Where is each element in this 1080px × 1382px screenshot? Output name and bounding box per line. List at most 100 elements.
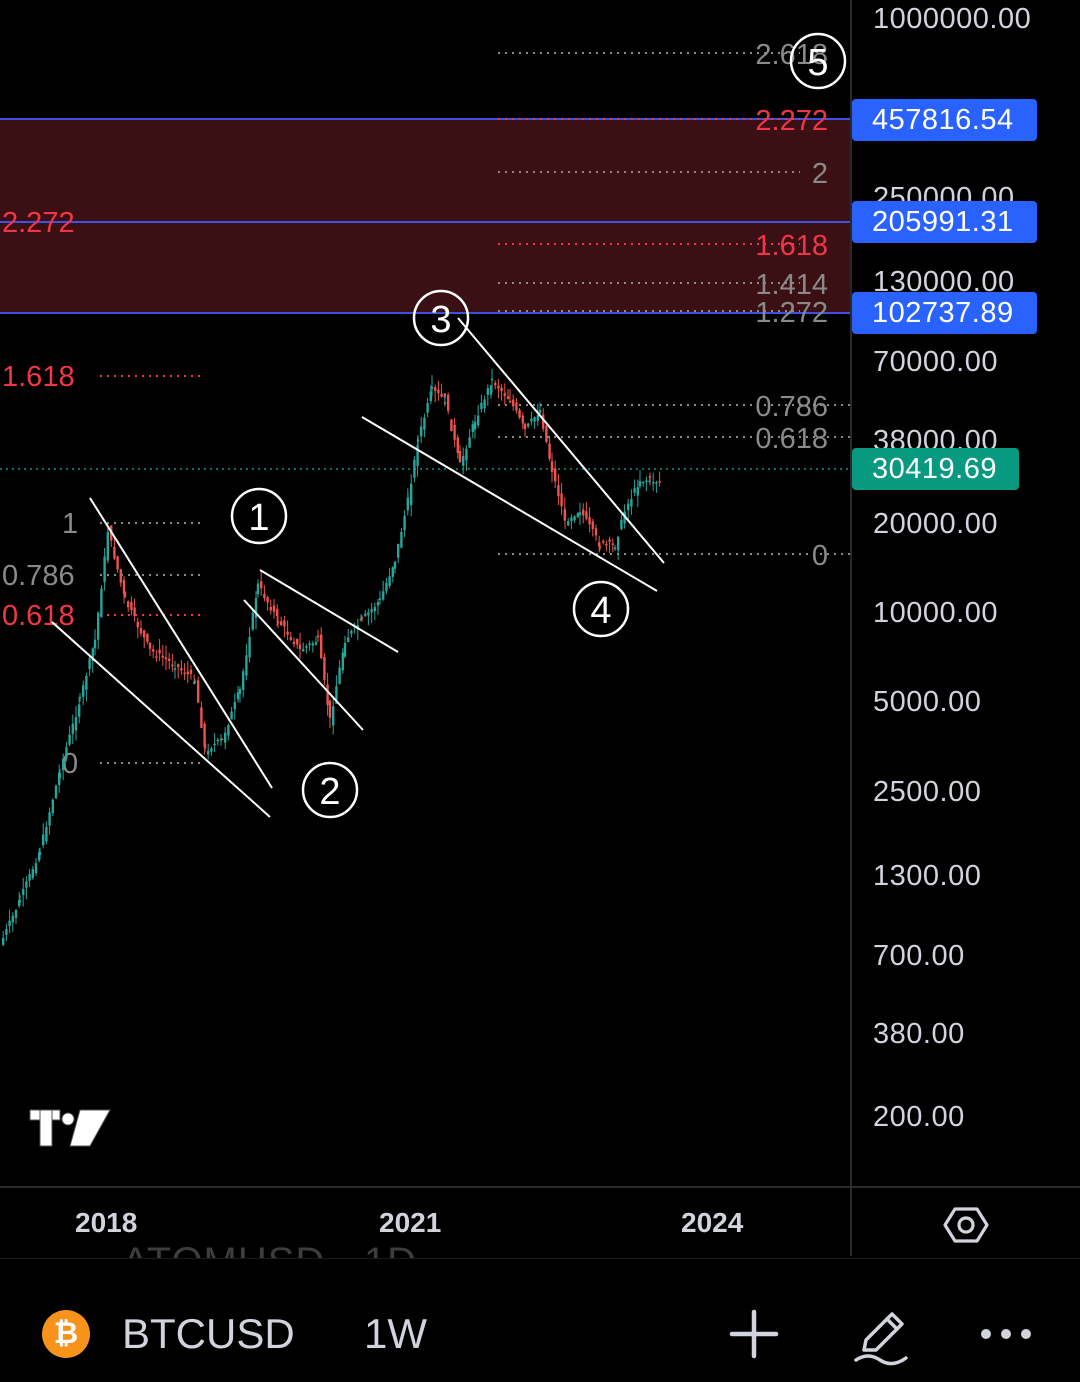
fib-left-0: 0 xyxy=(62,748,78,780)
wave-label-4: 4 xyxy=(590,590,611,632)
candle-body xyxy=(230,711,233,720)
candle-body xyxy=(298,644,302,649)
price-candles xyxy=(2,368,661,947)
candle-body xyxy=(341,652,344,671)
candle-body xyxy=(636,487,639,496)
candle-body xyxy=(563,514,567,518)
candle-body xyxy=(550,461,554,472)
candle-body xyxy=(373,606,376,612)
candle-body xyxy=(447,394,450,411)
candle-body xyxy=(573,516,576,521)
candle-body xyxy=(155,656,158,658)
candle-body xyxy=(308,643,311,645)
candle-body xyxy=(536,415,539,421)
symbol-name[interactable]: BTCUSD xyxy=(122,1310,295,1357)
candle-body xyxy=(602,540,605,543)
candle-body xyxy=(557,485,560,497)
candle-body xyxy=(385,582,388,592)
candle-body xyxy=(591,521,594,530)
candle-body xyxy=(420,426,423,437)
candle-body xyxy=(31,869,34,878)
candle-body xyxy=(538,410,542,413)
candle-body xyxy=(391,567,394,577)
time-label-2018: 2018 xyxy=(75,1207,138,1238)
add-button[interactable] xyxy=(722,1302,786,1366)
pen-icon xyxy=(854,1312,908,1366)
candle-body xyxy=(168,658,171,661)
candle-body xyxy=(305,646,308,648)
more-button[interactable] xyxy=(974,1302,1038,1366)
candle-body xyxy=(276,621,280,623)
candle-body xyxy=(183,672,186,675)
candle-body xyxy=(269,606,272,611)
candle-body xyxy=(490,378,494,381)
candle-body xyxy=(633,488,636,493)
price-label: 700.00 xyxy=(873,940,965,972)
candle-body xyxy=(22,889,25,896)
candle-body xyxy=(58,772,61,786)
candle-body xyxy=(430,386,434,389)
candle-body xyxy=(426,403,429,413)
candle-body xyxy=(437,389,440,394)
candle-body xyxy=(382,591,385,600)
candle-body xyxy=(93,639,97,649)
candle-body xyxy=(238,688,242,694)
candle-body xyxy=(186,671,189,675)
candle-body xyxy=(527,423,530,427)
price-badge-zone-mid: 205991.31 xyxy=(852,201,1037,243)
candle-body xyxy=(360,617,364,619)
candle-body xyxy=(548,443,551,459)
candle-body xyxy=(316,635,320,638)
candle-body xyxy=(197,680,200,703)
candle-body xyxy=(523,423,527,429)
candle-body xyxy=(25,881,28,888)
chart-area[interactable]: 2.618 2.272 2 1.618 1.414 1.272 0.786 0.… xyxy=(0,0,1080,1256)
candle-body xyxy=(119,569,122,583)
candle-body xyxy=(598,542,601,547)
candle-body xyxy=(486,388,489,395)
candle-body xyxy=(113,546,116,559)
candle-body xyxy=(450,419,453,432)
candle-body xyxy=(276,608,279,617)
candle-body xyxy=(497,385,500,389)
candle-body xyxy=(266,597,269,603)
candle-body xyxy=(38,851,42,856)
interval-selector[interactable]: 1W xyxy=(364,1310,427,1357)
candle-body xyxy=(236,692,240,700)
candle-body xyxy=(594,528,598,536)
candle-body xyxy=(48,812,51,826)
candle-body xyxy=(180,668,183,671)
fib-label-1272: 1.272 xyxy=(755,297,828,329)
price-label: 1000000.00 xyxy=(873,3,1032,35)
chart-canvas[interactable]: 2.618 2.272 2 1.618 1.414 1.272 0.786 0.… xyxy=(0,0,1080,1256)
candle-body xyxy=(585,511,588,519)
fib-left-1618: 1.618 xyxy=(2,361,75,393)
candle-body xyxy=(311,643,314,646)
candle-body xyxy=(74,717,78,731)
candle-body xyxy=(465,448,468,461)
candle-body xyxy=(570,517,573,522)
price-label: 200.00 xyxy=(873,1101,965,1133)
candle-body xyxy=(489,385,493,395)
candle-body xyxy=(8,920,11,926)
bitcoin-icon[interactable]: ₿ xyxy=(42,1310,90,1358)
candle-body xyxy=(473,421,477,430)
candle-body xyxy=(45,826,48,842)
draw-button[interactable] xyxy=(850,1302,914,1366)
candle-body xyxy=(343,642,347,657)
tradingview-logo xyxy=(29,1109,111,1147)
candle-body xyxy=(272,605,276,612)
candle-body xyxy=(263,593,266,599)
candle-body xyxy=(103,556,106,583)
fib-left-1: 1 xyxy=(62,508,78,540)
candle-body xyxy=(2,937,5,945)
candle-body xyxy=(638,481,642,487)
fib-label-1414: 1.414 xyxy=(755,269,828,301)
fib-label-1618: 1.618 xyxy=(755,230,828,262)
candle-body xyxy=(376,601,380,606)
candle-body xyxy=(416,445,419,467)
settings-button[interactable] xyxy=(940,1200,992,1250)
candle-body xyxy=(623,512,627,517)
candle-body xyxy=(233,701,236,710)
candle-body xyxy=(605,543,608,546)
